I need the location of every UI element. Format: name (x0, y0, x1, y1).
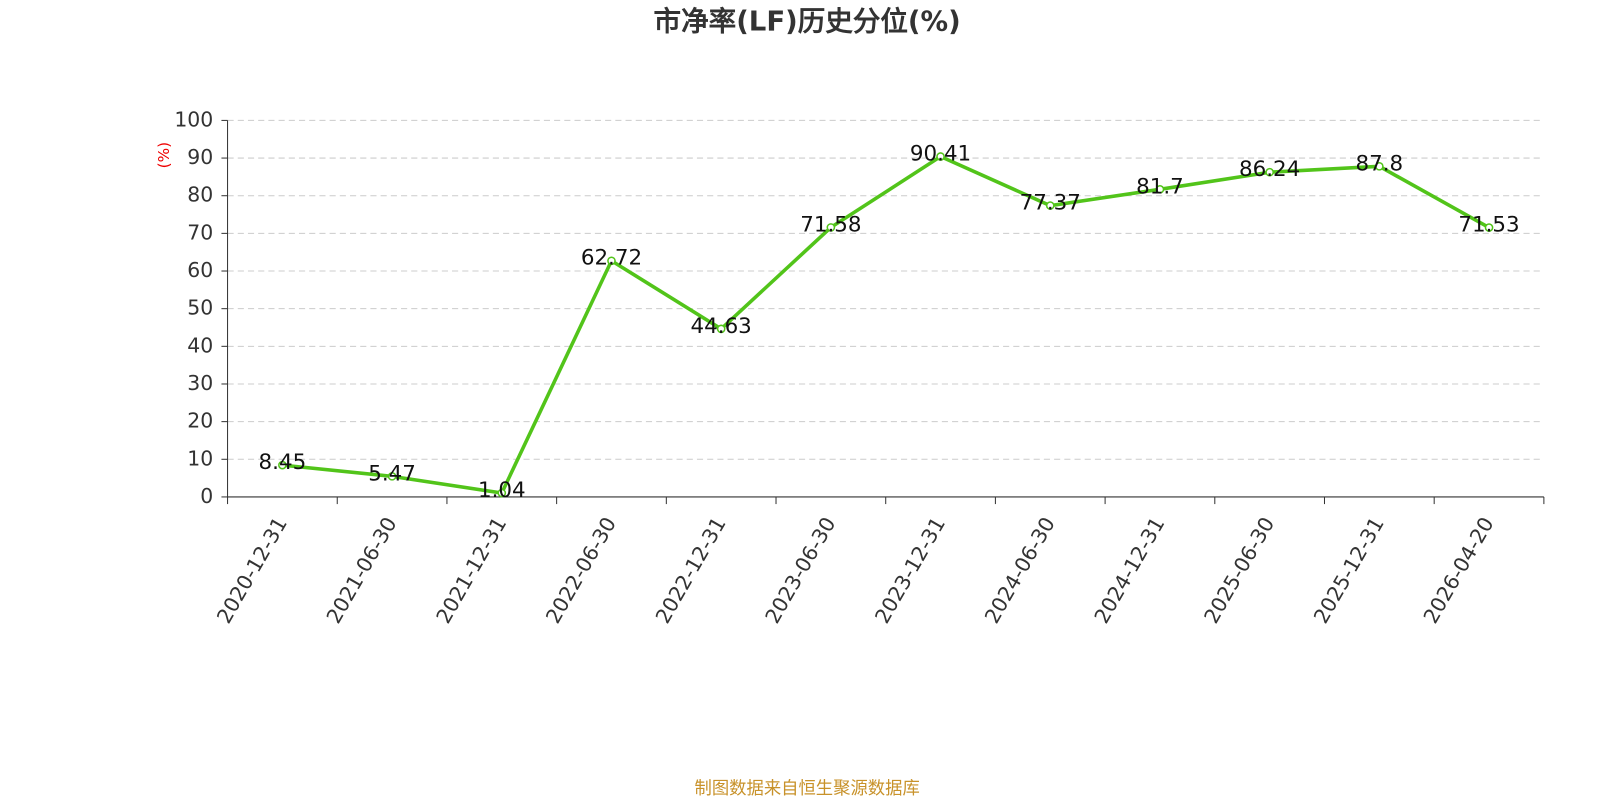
y-tick-label: 80 (187, 183, 213, 207)
x-tick-label: 2024-12-31 (1089, 513, 1169, 628)
data-label: 62.72 (581, 246, 642, 271)
x-tick-label: 2025-12-31 (1309, 513, 1389, 628)
x-tick-label: 2020-12-31 (212, 513, 292, 628)
data-label: 81.7 (1136, 174, 1184, 199)
data-point (716, 324, 726, 334)
data-point (1265, 167, 1274, 177)
data-label: 90.41 (910, 141, 971, 166)
data-point (1484, 223, 1494, 232)
data-line (282, 154, 1490, 495)
y-tick-label: 70 (187, 220, 213, 244)
x-tick-label: 2024-06-30 (980, 513, 1060, 628)
data-label: 87.8 (1356, 151, 1404, 176)
data-label: 71.53 (1458, 213, 1519, 238)
data-point (826, 223, 836, 232)
y-tick-label: 0 (200, 484, 213, 508)
x-tick-label: 2023-06-30 (760, 513, 840, 628)
y-tick-label: 30 (187, 371, 213, 395)
data-label: 5.47 (368, 461, 416, 486)
x-tick-label: 2021-06-30 (322, 513, 402, 628)
x-tick-label: 2022-12-31 (651, 513, 731, 628)
y-tick-label: 10 (187, 446, 213, 470)
y-tick-label: 50 (187, 296, 213, 320)
y-tick-label: 20 (187, 409, 213, 433)
chart-title: 市净率(LF)历史分位(%) (654, 5, 961, 37)
source-note: 制图数据来自恒生聚源数据库 (695, 779, 920, 799)
y-axis-label: (%) (155, 142, 173, 168)
x-tick-label: 2022-06-30 (541, 513, 621, 628)
data-point (497, 488, 507, 498)
data-point (387, 472, 397, 481)
y-tick-label: 100 (174, 107, 213, 131)
x-tick-label: 2026-04-20 (1419, 513, 1499, 628)
data-point (1045, 201, 1055, 210)
y-tick-label: 60 (187, 258, 213, 282)
x-tick-label: 2021-12-31 (431, 513, 511, 628)
data-label: 44.63 (691, 314, 752, 339)
data-point (607, 256, 616, 266)
data-label: 1.04 (478, 478, 526, 503)
data-label: 8.45 (259, 450, 307, 475)
x-tick-label: 2025-06-30 (1199, 513, 1279, 628)
x-tick-label: 2023-12-31 (870, 513, 950, 628)
data-label: 86.24 (1239, 157, 1300, 182)
data-point (1375, 162, 1384, 171)
data-label: 77.37 (1020, 191, 1081, 216)
data-point (278, 460, 287, 470)
data-point (936, 152, 945, 161)
data-label: 71.58 (800, 212, 861, 237)
y-tick-label: 40 (187, 333, 213, 357)
data-point (1155, 184, 1165, 194)
y-tick-label: 90 (187, 145, 213, 169)
